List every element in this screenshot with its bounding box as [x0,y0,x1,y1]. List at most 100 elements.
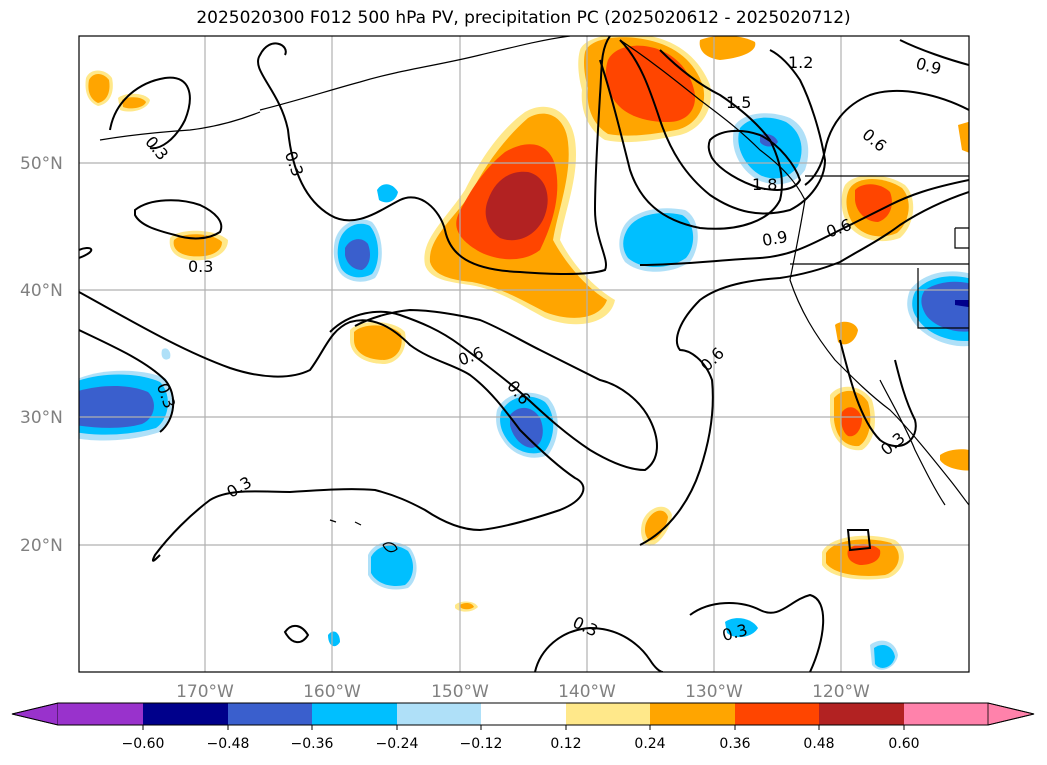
colorbar-bin [735,703,819,725]
shade-p036 [855,184,892,222]
coastlines [99,36,969,553]
colorbar-ticks [142,725,905,730]
contour-0.9-ne [899,39,969,66]
shade-n024 [623,213,694,267]
contour-0.3-nw [109,76,191,150]
shade-n012 [161,348,171,360]
shade-p024 [460,602,474,610]
state-border-3 [954,227,969,249]
contour-label: 0.3 [188,257,213,276]
contour-0.3-west [79,247,93,259]
lon-label-160w: 160°W [303,682,361,702]
colorbar: −0.60 −0.48 −0.36 −0.24 −0.12 0.12 0.24 … [11,702,1035,752]
state-border-2 [917,268,969,329]
shade-p024 [940,449,969,471]
contour-0.6-ne [804,89,969,186]
contour-0.3-small [134,199,223,240]
lat-label-30n: 30°N [20,408,63,428]
colorbar-bin [481,703,566,725]
shade-p024 [354,325,402,360]
contour-label: 1.2 [788,53,813,72]
contour-0.3-mid [79,291,585,562]
colorbar-tick-label: 0.24 [634,736,665,752]
colorbar-bin [228,703,312,725]
shade-n036 [921,281,969,332]
colorbar-tick-label: −0.48 [207,736,250,752]
shade-n036 [79,386,154,428]
shade-p024 [173,234,222,257]
shade-p024 [122,97,146,109]
contour-label: 1.5 [726,93,751,112]
shade-n048 [955,300,969,308]
colorbar-bin [312,703,397,725]
contour-1.5 [599,49,783,230]
colorbar-tick-label: −0.24 [376,736,419,752]
lon-label-140w: 140°W [558,682,616,702]
contour-0.6-mid [329,308,658,472]
colorbar-tick-label: 0.12 [550,736,581,752]
contour-label: 1.8 [752,175,777,194]
shade-n036 [345,239,370,270]
colorbar-bin [904,703,988,725]
shade-p036 [605,45,696,122]
lon-label-130w: 130°W [685,682,743,702]
lon-label-170w: 170°W [176,682,234,702]
us-west-coast [789,199,969,506]
contour-0.3-south [534,626,664,672]
shade-n024 [874,645,895,668]
colorbar-extend-left [11,702,59,726]
longitude-labels: 170°W 160°W 150°W 140°W 130°W 120°W [176,682,870,702]
colorbar-bin [819,703,904,725]
map-title: 2025020300 F012 500 hPa PV, precipitatio… [196,8,851,28]
contour-0.6-east [639,191,969,546]
shade-p048 [485,171,548,241]
colorbar-bin [566,703,650,725]
hawaii-islands [329,519,398,553]
lon-label-120w: 120°W [812,682,870,702]
shade-p024 [644,510,668,541]
contour-0.3-lower [79,329,175,433]
colorbar-extend-right [987,702,1035,726]
contour-label: 0.9 [761,227,789,250]
colorbar-outline [11,702,1035,726]
bc-coast [619,39,806,201]
colorbar-tick-label: 0.48 [803,736,834,752]
pv-contours [79,36,969,672]
contour-0.9 [639,179,969,266]
alaska-coast [259,36,571,111]
lon-label-150w: 150°W [431,682,489,702]
map-content [79,36,969,672]
aleutian-chain [99,111,261,141]
shade-p036 [841,407,862,437]
colorbar-bin [397,703,481,725]
colorbar-tick-label: 0.60 [888,736,919,752]
shade-n024 [328,631,340,647]
lat-label-50n: 50°N [20,154,63,174]
contour-1.2 [619,39,827,215]
shade-n024 [371,545,414,586]
colorbar-bin [143,703,228,725]
colorbar-tick-label: −0.12 [460,736,503,752]
lat-label-20n: 20°N [20,536,63,556]
contour-0.3-blob [846,529,872,552]
lat-label-40n: 40°N [20,281,63,301]
shade-n024 [725,618,758,638]
baja-coast [879,379,946,506]
shade-n024 [377,184,398,203]
colorbar-bin [58,703,143,725]
contour-1.8 [707,129,802,191]
shade-n036 [510,407,543,448]
contour-0.3-tiny [283,624,310,644]
contour-0.3-se [839,339,917,447]
colorbar-tick-label: −0.36 [291,736,334,752]
contour-0.3-upper [257,36,611,276]
colorbar-tick-label: −0.60 [122,736,165,752]
colorbar-bin [650,703,735,725]
latitude-labels: 50°N 40°N 30°N 20°N [20,154,63,556]
shade-p024 [88,74,110,103]
precip-shading [79,36,969,670]
colorbar-tick-label: 0.36 [719,736,750,752]
map-border [78,35,970,673]
contour-0.3-south-east [689,593,825,672]
